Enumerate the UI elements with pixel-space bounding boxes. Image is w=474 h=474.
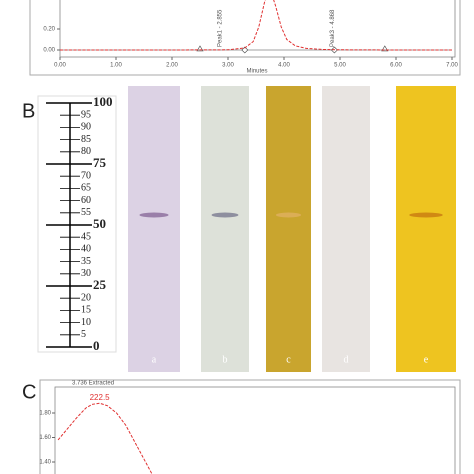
strip-label: b [223, 354, 228, 365]
peak-label: Peak1 - 2.855 [217, 9, 223, 47]
ruler-label: 40 [81, 244, 91, 255]
strip-label: a [152, 354, 157, 365]
top-plot-frame [59, 0, 456, 58]
ruler-label: 10 [81, 317, 91, 328]
ruler-label: 60 [81, 195, 91, 206]
tlc-spot [211, 212, 239, 218]
x-axis-label: Minutes [246, 69, 267, 75]
x-tick-label: 2.00 [166, 63, 178, 69]
panel-label: B [22, 100, 35, 122]
tlc-strip [201, 86, 249, 372]
spectrum-line [57, 402, 153, 474]
x-tick-label: 5.00 [334, 63, 346, 69]
strip-label: c [286, 354, 291, 365]
marker [196, 45, 204, 52]
ruler-label: 5 [81, 329, 86, 340]
tlc-spot [275, 212, 302, 218]
peak-label: Peak3 - 4.868 [330, 9, 336, 47]
tlc-strip [396, 86, 456, 372]
ruler-label: 35 [81, 256, 91, 267]
ruler-label: 25 [93, 277, 107, 292]
ruler-label: 80 [81, 146, 91, 157]
y-tick-label: 0.00 [43, 48, 55, 54]
c-plot-frame [54, 386, 456, 474]
ruler-label: 70 [81, 170, 91, 181]
ruler-label: 55 [81, 207, 91, 218]
tlc-spot [409, 212, 443, 218]
ruler-label: 90 [81, 122, 91, 133]
ruler-label: 95 [81, 109, 91, 120]
ruler-label: 15 [81, 305, 91, 316]
tlc-strip [266, 86, 311, 372]
x-tick-label: 0.00 [54, 63, 66, 69]
peak-label: 222.5 [90, 393, 111, 402]
ruler-label: 85 [81, 134, 91, 145]
strip-label: e [424, 354, 429, 365]
x-tick-label: 4.00 [278, 63, 290, 69]
y-tick-label: 0.20 [43, 27, 55, 33]
tlc-strip [128, 86, 180, 372]
top-frame [29, 0, 461, 76]
ruler-label: 65 [81, 183, 91, 194]
ruler-frame [37, 95, 117, 353]
ruler-label: 50 [93, 216, 106, 231]
x-tick-label: 6.00 [390, 63, 402, 69]
marker [381, 45, 389, 52]
ruler-label: 45 [81, 231, 91, 242]
y-tick-label: 1.80 [39, 411, 51, 417]
ruler-label: 100 [93, 94, 113, 109]
marker [241, 46, 249, 54]
panel-label: C [22, 381, 36, 403]
c-title: 3.736 Extracted [72, 381, 114, 387]
y-tick-label: 1.60 [39, 435, 51, 441]
x-tick-label: 7.00 [446, 63, 458, 69]
ruler-label: 0 [93, 338, 100, 353]
ruler-label: 30 [81, 268, 91, 279]
y-tick-label: 1.40 [39, 460, 51, 466]
tlc-spot [139, 212, 169, 218]
strip-label: d [344, 354, 349, 365]
x-tick-label: 3.00 [222, 63, 234, 69]
tlc-strip [322, 86, 370, 372]
x-tick-label: 1.00 [110, 63, 122, 69]
ruler-label: 75 [93, 155, 107, 170]
c-frame [39, 379, 461, 474]
trace-line [60, 0, 452, 51]
ruler-label: 20 [81, 292, 91, 303]
